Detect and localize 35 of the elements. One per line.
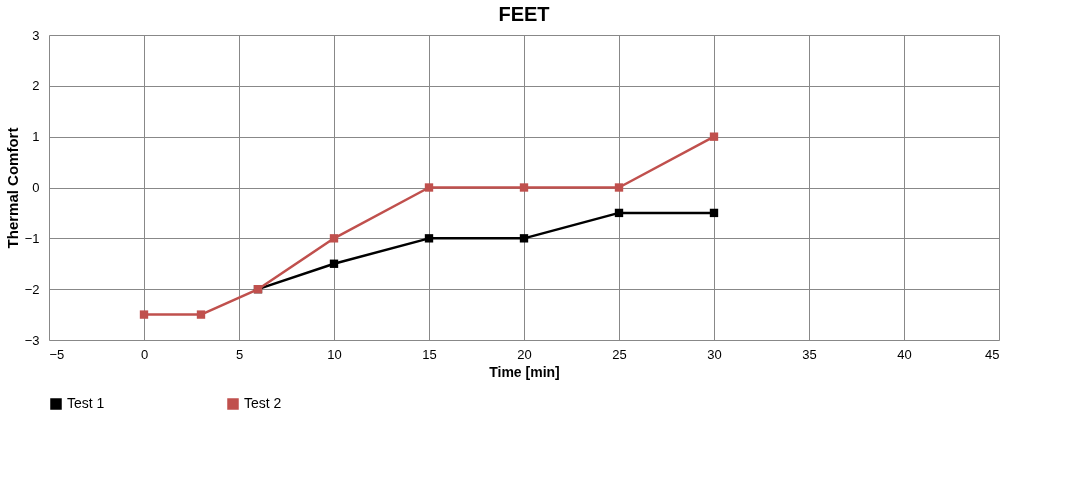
- x-tick-label: 5: [235, 346, 244, 362]
- x-tick-label: 30: [707, 346, 722, 362]
- y-tick-label: 1: [32, 129, 40, 145]
- chart-title: FEET: [498, 3, 550, 25]
- y-tick-label: −3: [24, 332, 40, 348]
- x-tick-label: 15: [422, 346, 437, 362]
- point: [519, 183, 529, 192]
- x-tick-label: 20: [517, 346, 532, 362]
- x-tick-label: 35: [802, 346, 817, 362]
- point: [709, 132, 719, 141]
- point: [196, 310, 206, 319]
- x-tick-label: 25: [612, 346, 627, 362]
- point: [329, 234, 339, 243]
- x-tick-label: −5: [49, 346, 65, 362]
- legend-label: Test 1: [67, 395, 105, 411]
- point: [614, 183, 624, 192]
- x-axis-title: Time [min]: [489, 363, 560, 380]
- point: [519, 234, 529, 243]
- y-tick-label: 3: [32, 27, 40, 43]
- point: [709, 208, 719, 218]
- y-tick-label: 0: [32, 180, 40, 195]
- x-tick-label: 10: [327, 346, 342, 362]
- point: [614, 208, 624, 218]
- point: [329, 259, 339, 268]
- legend-label: Test 2: [244, 395, 282, 411]
- y-tick-label: −2: [24, 281, 40, 297]
- x-tick-label: 0: [140, 346, 149, 362]
- x-tick-label: 40: [897, 346, 912, 362]
- point: [139, 310, 149, 319]
- point: [424, 234, 434, 243]
- y-tick-label: −1: [24, 230, 40, 246]
- x-tick-label: 45: [985, 346, 1000, 362]
- y-axis-title: Thermal Comfort: [3, 127, 21, 249]
- point: [424, 183, 434, 192]
- y-tick-label: 2: [32, 78, 40, 94]
